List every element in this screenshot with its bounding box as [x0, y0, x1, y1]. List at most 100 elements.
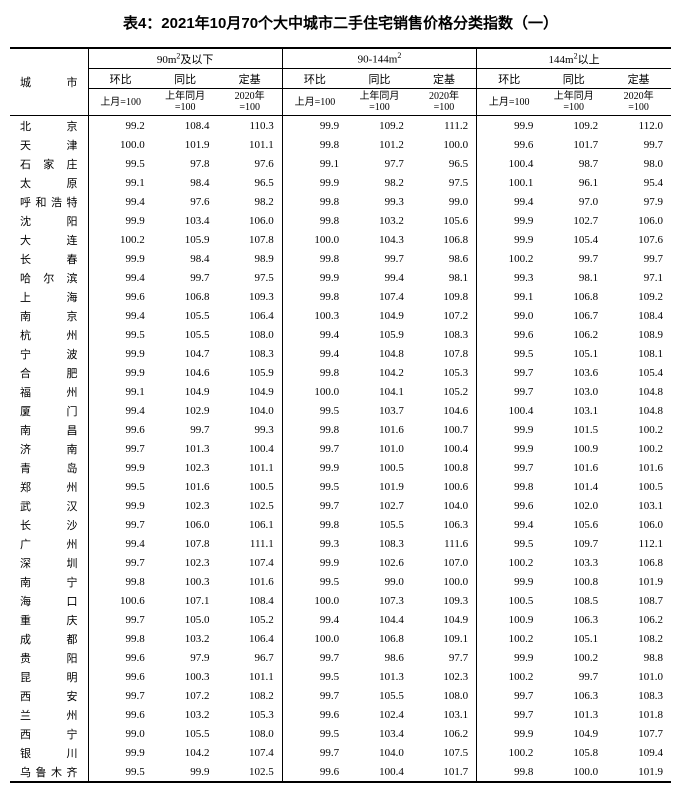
value-cell: 100.0 — [282, 230, 347, 249]
value-cell: 100.3 — [153, 572, 218, 591]
value-cell: 99.5 — [282, 572, 347, 591]
value-cell: 106.8 — [153, 287, 218, 306]
table-row: 郑 州99.5101.6100.599.5101.9100.699.8101.4… — [10, 477, 671, 496]
value-cell: 102.3 — [153, 553, 218, 572]
value-cell: 99.9 — [282, 553, 347, 572]
value-cell: 108.3 — [412, 325, 477, 344]
value-cell: 100.0 — [282, 591, 347, 610]
value-cell: 108.2 — [606, 629, 671, 648]
value-cell: 101.1 — [218, 458, 283, 477]
value-cell: 102.9 — [153, 401, 218, 420]
basis-2: 2020年=100 — [606, 89, 671, 116]
value-cell: 104.2 — [153, 743, 218, 762]
table-row: 贵 阳99.697.996.799.798.697.799.9100.298.8 — [10, 648, 671, 667]
value-cell: 106.0 — [606, 515, 671, 534]
table-row: 大 连100.2105.9107.8100.0104.3106.899.9105… — [10, 230, 671, 249]
table-row: 厦 门99.4102.9104.099.5103.7104.6100.4103.… — [10, 401, 671, 420]
value-cell: 103.6 — [541, 363, 606, 382]
city-cell: 呼和浩特 — [10, 192, 88, 211]
value-cell: 99.9 — [477, 724, 542, 743]
value-cell: 99.4 — [88, 534, 153, 553]
value-cell: 98.2 — [347, 173, 412, 192]
value-cell: 104.8 — [606, 382, 671, 401]
value-cell: 110.3 — [218, 116, 283, 136]
value-cell: 108.4 — [606, 306, 671, 325]
value-cell: 99.9 — [88, 363, 153, 382]
value-cell: 105.3 — [412, 363, 477, 382]
value-cell: 99.6 — [88, 287, 153, 306]
value-cell: 109.8 — [412, 287, 477, 306]
value-cell: 100.2 — [477, 629, 542, 648]
city-cell: 济 南 — [10, 439, 88, 458]
value-cell: 101.9 — [153, 135, 218, 154]
city-cell: 天 津 — [10, 135, 88, 154]
value-cell: 98.2 — [218, 192, 283, 211]
value-cell: 99.9 — [282, 458, 347, 477]
value-cell: 101.0 — [606, 667, 671, 686]
value-cell: 99.6 — [282, 705, 347, 724]
sub-hb: 环比 — [88, 69, 153, 89]
value-cell: 99.9 — [88, 344, 153, 363]
value-cell: 99.5 — [477, 534, 542, 553]
value-cell: 99.6 — [282, 762, 347, 782]
value-cell: 108.3 — [218, 344, 283, 363]
value-cell: 105.1 — [541, 344, 606, 363]
value-cell: 99.9 — [477, 230, 542, 249]
value-cell: 103.1 — [412, 705, 477, 724]
value-cell: 99.3 — [347, 192, 412, 211]
value-cell: 99.9 — [477, 648, 542, 667]
value-cell: 99.8 — [282, 515, 347, 534]
value-cell: 99.5 — [88, 154, 153, 173]
value-cell: 111.2 — [412, 116, 477, 136]
value-cell: 104.0 — [412, 496, 477, 515]
value-cell: 105.5 — [347, 515, 412, 534]
value-cell: 101.3 — [347, 667, 412, 686]
city-cell: 沈 阳 — [10, 211, 88, 230]
value-cell: 108.3 — [606, 686, 671, 705]
value-cell: 99.8 — [282, 192, 347, 211]
value-cell: 104.9 — [412, 610, 477, 629]
table-row: 济 南99.7101.3100.499.7101.0100.499.9100.9… — [10, 439, 671, 458]
value-cell: 105.9 — [218, 363, 283, 382]
value-cell: 99.4 — [347, 268, 412, 287]
value-cell: 99.9 — [88, 496, 153, 515]
value-cell: 100.2 — [477, 667, 542, 686]
value-cell: 101.6 — [541, 458, 606, 477]
value-cell: 99.7 — [477, 458, 542, 477]
city-cell: 哈 尔 滨 — [10, 268, 88, 287]
value-cell: 107.2 — [153, 686, 218, 705]
value-cell: 109.2 — [347, 116, 412, 136]
value-cell: 105.2 — [412, 382, 477, 401]
value-cell: 101.0 — [347, 439, 412, 458]
city-cell: 武 汉 — [10, 496, 88, 515]
value-cell: 99.9 — [88, 458, 153, 477]
value-cell: 103.0 — [541, 382, 606, 401]
value-cell: 101.7 — [541, 135, 606, 154]
value-cell: 106.3 — [412, 515, 477, 534]
value-cell: 107.2 — [412, 306, 477, 325]
value-cell: 105.5 — [153, 325, 218, 344]
value-cell: 103.7 — [347, 401, 412, 420]
group-2: 144m2以上 — [477, 48, 671, 69]
table-row: 杭 州99.5105.5108.099.4105.9108.399.6106.2… — [10, 325, 671, 344]
value-cell: 98.9 — [218, 249, 283, 268]
value-cell: 97.6 — [153, 192, 218, 211]
value-cell: 100.2 — [606, 439, 671, 458]
value-cell: 105.5 — [347, 686, 412, 705]
value-cell: 99.5 — [88, 325, 153, 344]
table-row: 广 州99.4107.8111.199.3108.3111.699.5109.7… — [10, 534, 671, 553]
value-cell: 99.1 — [477, 287, 542, 306]
value-cell: 108.4 — [153, 116, 218, 136]
value-cell: 99.7 — [282, 496, 347, 515]
value-cell: 99.3 — [282, 534, 347, 553]
value-cell: 106.2 — [541, 325, 606, 344]
value-cell: 99.6 — [477, 135, 542, 154]
value-cell: 100.0 — [412, 572, 477, 591]
city-cell: 海 口 — [10, 591, 88, 610]
value-cell: 112.1 — [606, 534, 671, 553]
value-cell: 99.7 — [282, 743, 347, 762]
value-cell: 102.6 — [347, 553, 412, 572]
table-row: 北 京99.2108.4110.399.9109.2111.299.9109.2… — [10, 116, 671, 136]
value-cell: 106.3 — [541, 610, 606, 629]
value-cell: 101.8 — [606, 705, 671, 724]
